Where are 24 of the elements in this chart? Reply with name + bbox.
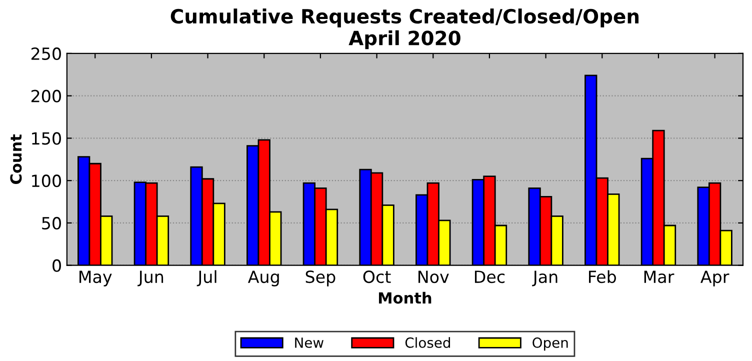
x-tick-label: Nov [418,270,449,284]
x-tick-label: Jan [532,270,558,286]
chart-title: Cumulative Requests Created/Closed/Open April 2020 [170,8,638,50]
y-tick-label: 150 [32,132,61,145]
y-tick-label: 100 [32,174,61,188]
x-tick-label: Dec [474,270,505,284]
x-tick-label: Sep [306,270,336,286]
y-tick-label: 200 [31,90,61,102]
y-tick-label: 250 [31,47,61,60]
y-tick-label: 0 [52,259,61,272]
x-tick-label: Apr [700,270,730,286]
x-tick-label: Jul [196,270,216,286]
y-axis-title: Count [10,134,22,184]
x-tick-label: Oct [363,270,391,284]
x-axis-title: Month [378,292,432,304]
legend-label: Open [532,337,568,351]
x-tick-label: Jun [138,270,164,286]
legend-label: Closed [405,337,450,348]
x-tick-label: Feb [589,270,616,284]
x-tick-label: Aug [248,270,279,286]
x-tick-label: Mar [644,270,674,284]
y-tick-label: 50 [42,216,61,230]
legend-label: New [295,338,324,348]
x-tick-label: May [80,270,112,286]
